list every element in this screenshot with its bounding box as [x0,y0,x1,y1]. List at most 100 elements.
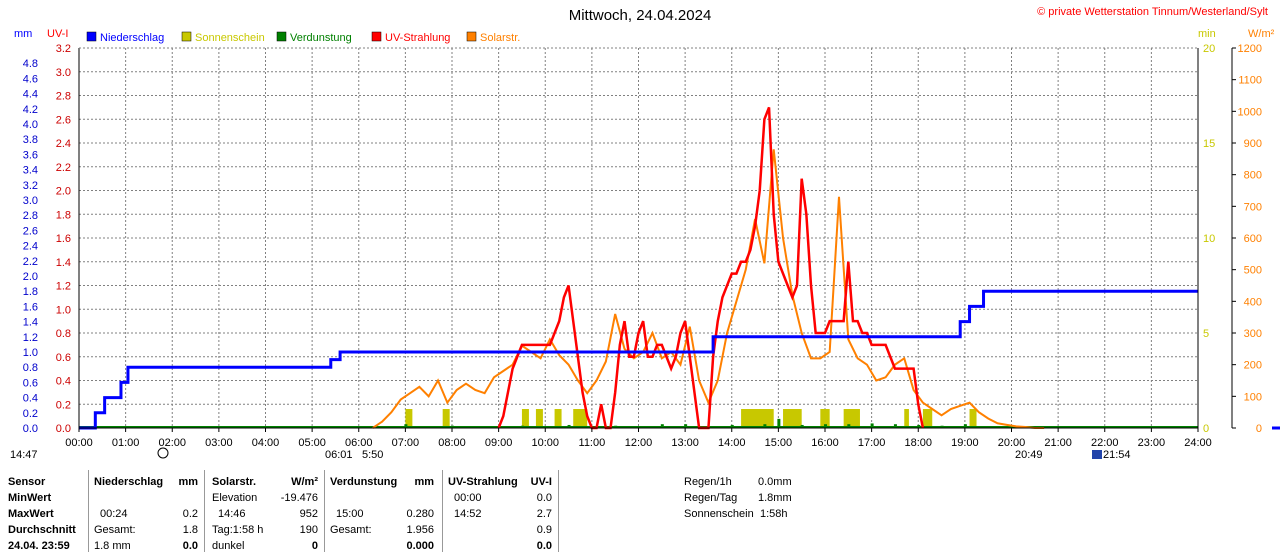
divider [442,470,443,552]
uv-tick-label: 2.2 [56,162,71,174]
sunshine-bar [442,409,450,428]
x-tick-label: 09:00 [485,437,513,449]
x-tick-label: 19:00 [951,437,979,449]
mm-tick-label: 2.8 [23,210,38,222]
x-tick-label: 14:00 [718,437,746,449]
x-tick-label: 17:00 [858,437,886,449]
x-tick-label: 16:00 [811,437,839,449]
uv-tick-label: 1.8 [56,209,71,221]
legend-label: UV-Strahlung [385,32,450,44]
cell: 2.7 [536,508,552,520]
uv-unit: UV-I [530,476,552,488]
x-tick-label: 24:00 [1184,437,1212,449]
wm2-tick-label: 400 [1244,296,1262,308]
legend-label: Verdunstung [290,32,352,44]
legend-swatch [276,31,287,42]
x-tick-label: 18:00 [904,437,932,449]
unit-wm2: W/m² [1248,28,1275,40]
cell: 0.9 [536,524,552,536]
mm-tick-label: 2.2 [23,256,38,268]
x-tick-label: 02:00 [158,437,186,449]
sunshine-bar [922,409,933,428]
x-tick-label: 21:00 [1044,437,1072,449]
solar-line [372,149,1045,429]
x-tick-label: 01:00 [112,437,140,449]
x-tick-label: 22:00 [1091,437,1119,449]
cell: Tag:1:58 h [212,524,264,536]
min-tick-label: 15 [1203,138,1215,150]
x-tick-label: 10:00 [531,437,559,449]
uv-tick-label: 1.6 [56,233,71,245]
cell: 14:52 [454,508,482,520]
mm-tick-label: 1.6 [23,301,38,313]
sunshine-bar [554,409,562,428]
cell: 0 [311,540,318,552]
min-tick-label: 20 [1203,43,1215,55]
sunshine-bar [521,409,529,428]
row-label: 24.04. 23:59 [8,540,70,552]
rain-unit: mm [178,476,198,488]
wm2-tick-label: 900 [1244,138,1262,150]
min-tick-label: 0 [1203,423,1209,435]
chart-axes [78,47,1236,432]
mm-tick-label: 3.6 [23,149,38,161]
moon-phase-icon [1092,450,1102,459]
unit-min: min [1198,28,1216,40]
uv-tick-label: 0.6 [56,352,71,364]
unit-mm: mm [14,28,32,40]
sunshine-bar [405,409,413,428]
x-tick-label: 08:00 [438,437,466,449]
x-tick-label: 20:00 [998,437,1026,449]
stats-table: Sensor MinWert MaxWert Durchschnitt 24.0… [0,470,1280,552]
chart-grid [79,48,1198,428]
cell: dunkel [212,540,245,552]
copyright-text: © private Wetterstation Tinnum/Westerlan… [1037,6,1268,18]
unit-uv: UV-I [47,28,68,40]
sunshine-bar [843,409,860,428]
sensor-header: Sensor [8,476,46,488]
mm-tick-label: 0.0 [23,423,38,435]
cell: Gesamt: [330,524,372,536]
min-tick-label: 10 [1203,233,1215,245]
evap-unit: mm [414,476,434,488]
summary-value: 1:58h [760,508,788,520]
divider [204,470,205,552]
evaporation-bar [777,418,781,428]
legend-label: Niederschlag [100,32,164,44]
legend-swatch [466,31,477,42]
legend-swatch [86,31,97,42]
mm-tick-label: 2.6 [23,225,38,237]
moon-icon [157,447,169,459]
wm2-tick-label: 100 [1244,391,1262,403]
mm-tick-label: 3.2 [23,180,38,192]
mm-tick-label: 1.2 [23,332,38,344]
cell: 1.8 [182,524,198,536]
sunshine-bar [535,409,543,428]
divider [558,470,559,552]
uv-tick-label: 0.8 [56,328,71,340]
uv-tick-label: 1.2 [56,281,71,293]
sunshine-bars [405,409,977,428]
wm2-tick-label: 300 [1244,328,1262,340]
x-tick-label: 07:00 [392,437,420,449]
cell: 15:00 [336,508,364,520]
cell: 14:46 [218,508,246,520]
sunshine-bar [573,409,588,428]
mm-tick-label: 0.8 [23,362,38,374]
x-tick-label: 12:00 [625,437,653,449]
x-tick-label: 13:00 [671,437,699,449]
uv-tick-label: 2.8 [56,91,71,103]
x-tick-label: 15:00 [765,437,793,449]
uv-tick-label: 0.2 [56,399,71,411]
uv-tick-label: 1.4 [56,257,71,269]
sunshine-bar [904,409,909,428]
wm2-tick-label: 200 [1244,360,1262,372]
summary-value: 1.8mm [758,492,792,504]
cell: 1.8 mm [94,540,131,552]
mm-tick-label: 1.4 [23,317,38,329]
mm-tick-label: 0.2 [23,408,38,420]
row-label: Durchschnitt [8,524,76,536]
cell: Elevation [212,492,258,504]
cell: -19.476 [280,492,318,504]
time-rise2: 5:50 [362,449,383,461]
